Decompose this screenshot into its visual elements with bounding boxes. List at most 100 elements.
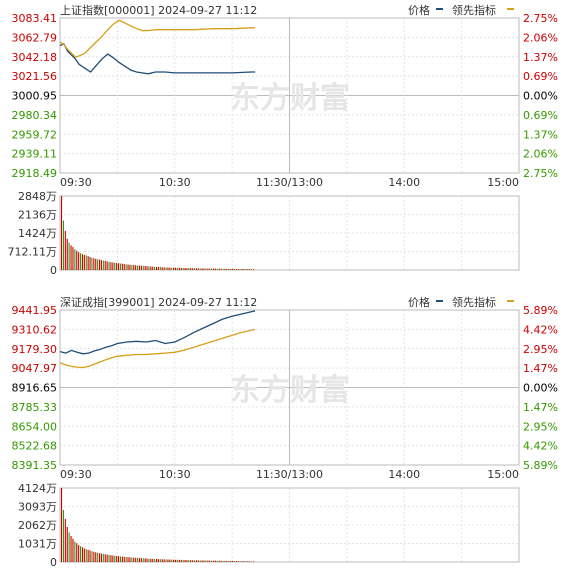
- volume-tick-label: 4124万: [18, 482, 57, 495]
- volume-bar: [114, 555, 116, 562]
- time-tick-label: 10:30: [159, 468, 191, 481]
- volume-bar: [66, 527, 68, 562]
- pct-tick-label: 5.89%: [523, 304, 558, 317]
- legend-label: 价格: [408, 3, 430, 17]
- volume-bar: [159, 559, 161, 562]
- volume-bar: [89, 257, 91, 270]
- volume-bar: [228, 561, 230, 562]
- pct-tick-label: 1.47%: [523, 362, 558, 375]
- volume-bar: [140, 558, 142, 562]
- price-tick-label: 8785.33: [12, 401, 58, 414]
- volume-tick-label: 1424万: [18, 227, 57, 240]
- volume-bar: [161, 559, 163, 562]
- volume-bar: [241, 561, 243, 562]
- volume-bar: [188, 560, 190, 562]
- volume-bar: [142, 558, 144, 562]
- volume-bar: [85, 549, 87, 562]
- volume-bar: [80, 546, 82, 562]
- pct-tick-label: 4.42%: [523, 440, 558, 453]
- volume-bar: [201, 560, 203, 562]
- legend-label: 价格: [408, 295, 430, 309]
- time-tick-label: 14:00: [388, 468, 420, 481]
- series-line-price: [59, 310, 256, 355]
- volume-bar: [99, 259, 101, 270]
- volume-bar: [83, 548, 85, 562]
- volume-bar: [157, 267, 159, 270]
- panel-1: 上证指数[000001] 2024-09-27 11:12 价格 领先指标 3083.…: [8, 3, 558, 277]
- volume-bar: [243, 561, 245, 562]
- volume-bar: [178, 267, 180, 270]
- volume-bar: [228, 268, 230, 270]
- volume-bar: [165, 267, 167, 270]
- volume-bar: [226, 560, 228, 562]
- volume-bar: [226, 268, 228, 270]
- pct-tick-label: 2.95%: [523, 420, 558, 433]
- watermark-text: 东方财富: [230, 373, 350, 408]
- volume-bar: [167, 559, 169, 562]
- volume-bar: [118, 263, 120, 270]
- legend-label: 领先指标: [452, 295, 496, 309]
- volume-bar: [154, 558, 156, 562]
- volume-bar: [237, 269, 239, 270]
- volume-bar: [173, 267, 175, 270]
- volume-bar: [87, 549, 89, 562]
- series-line-leading: [59, 328, 256, 369]
- volume-bar: [180, 559, 182, 562]
- volume-bar: [230, 561, 232, 562]
- volume-bar: [211, 268, 213, 270]
- volume-bar: [78, 545, 80, 562]
- volume-bar: [186, 560, 188, 562]
- volume-bar: [108, 261, 110, 270]
- volume-bar: [72, 247, 74, 270]
- volume-bar: [144, 266, 146, 270]
- volume-bar: [123, 264, 125, 270]
- volume-bar: [95, 552, 97, 562]
- volume-bar: [163, 559, 165, 562]
- series-line-leading: [59, 19, 256, 58]
- price-tick-label: 2959.72: [12, 128, 58, 141]
- volume-bar: [61, 196, 63, 270]
- volume-bar: [76, 543, 78, 562]
- volume-bar: [74, 541, 76, 562]
- volume-bar: [247, 561, 249, 562]
- volume-bar: [182, 267, 184, 270]
- price-tick-label: 8916.65: [12, 382, 58, 395]
- volume-bar: [184, 560, 186, 562]
- volume-bar: [104, 260, 106, 270]
- volume-bar: [224, 268, 226, 270]
- volume-bar: [214, 560, 216, 562]
- panel-title: 上证指数[000001] 2024-09-27 11:12: [60, 3, 257, 17]
- volume-bar: [156, 266, 158, 270]
- volume-bar: [127, 557, 129, 562]
- volume-bar: [239, 269, 241, 270]
- volume-bar: [123, 556, 125, 562]
- volume-bar: [171, 559, 173, 562]
- volume-bar: [121, 556, 123, 562]
- volume-bar: [148, 558, 150, 562]
- volume-bar: [233, 561, 235, 562]
- pct-tick-label: 0.00%: [523, 90, 558, 103]
- legend-label: 领先指标: [452, 3, 496, 17]
- volume-bar: [112, 262, 114, 270]
- volume-bar: [199, 268, 201, 270]
- pct-tick-label: 0.69%: [523, 70, 558, 83]
- volume-bar: [89, 550, 91, 562]
- volume-bar: [211, 560, 213, 562]
- volume-bar: [102, 260, 104, 270]
- pct-tick-label: 2.06%: [523, 148, 558, 161]
- time-tick-label: 10:30: [159, 176, 191, 189]
- volume-bar: [76, 250, 78, 270]
- volume-bar: [243, 269, 245, 270]
- volume-bar: [146, 266, 148, 270]
- volume-bar: [190, 560, 192, 562]
- volume-bar: [222, 560, 224, 562]
- volume-bar: [146, 558, 148, 562]
- volume-bar: [129, 557, 131, 562]
- volume-bar: [112, 555, 114, 562]
- volume-bar: [252, 269, 254, 270]
- pct-tick-label: 2.06%: [523, 31, 558, 44]
- volume-bar: [150, 558, 152, 562]
- time-tick-label: 09:30: [60, 468, 92, 481]
- time-tick-label: 15:00: [487, 176, 519, 189]
- volume-bar: [127, 264, 129, 270]
